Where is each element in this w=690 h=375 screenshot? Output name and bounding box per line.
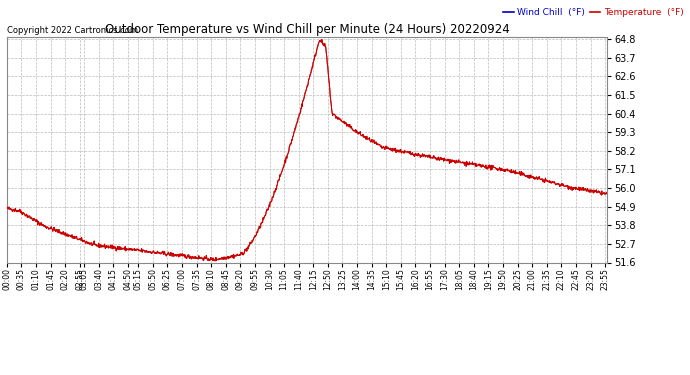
Title: Outdoor Temperature vs Wind Chill per Minute (24 Hours) 20220924: Outdoor Temperature vs Wind Chill per Mi… (105, 23, 509, 36)
Legend: Wind Chill  (°F), Temperature  (°F): Wind Chill (°F), Temperature (°F) (503, 8, 684, 17)
Text: Copyright 2022 Cartronics.com: Copyright 2022 Cartronics.com (7, 26, 138, 35)
